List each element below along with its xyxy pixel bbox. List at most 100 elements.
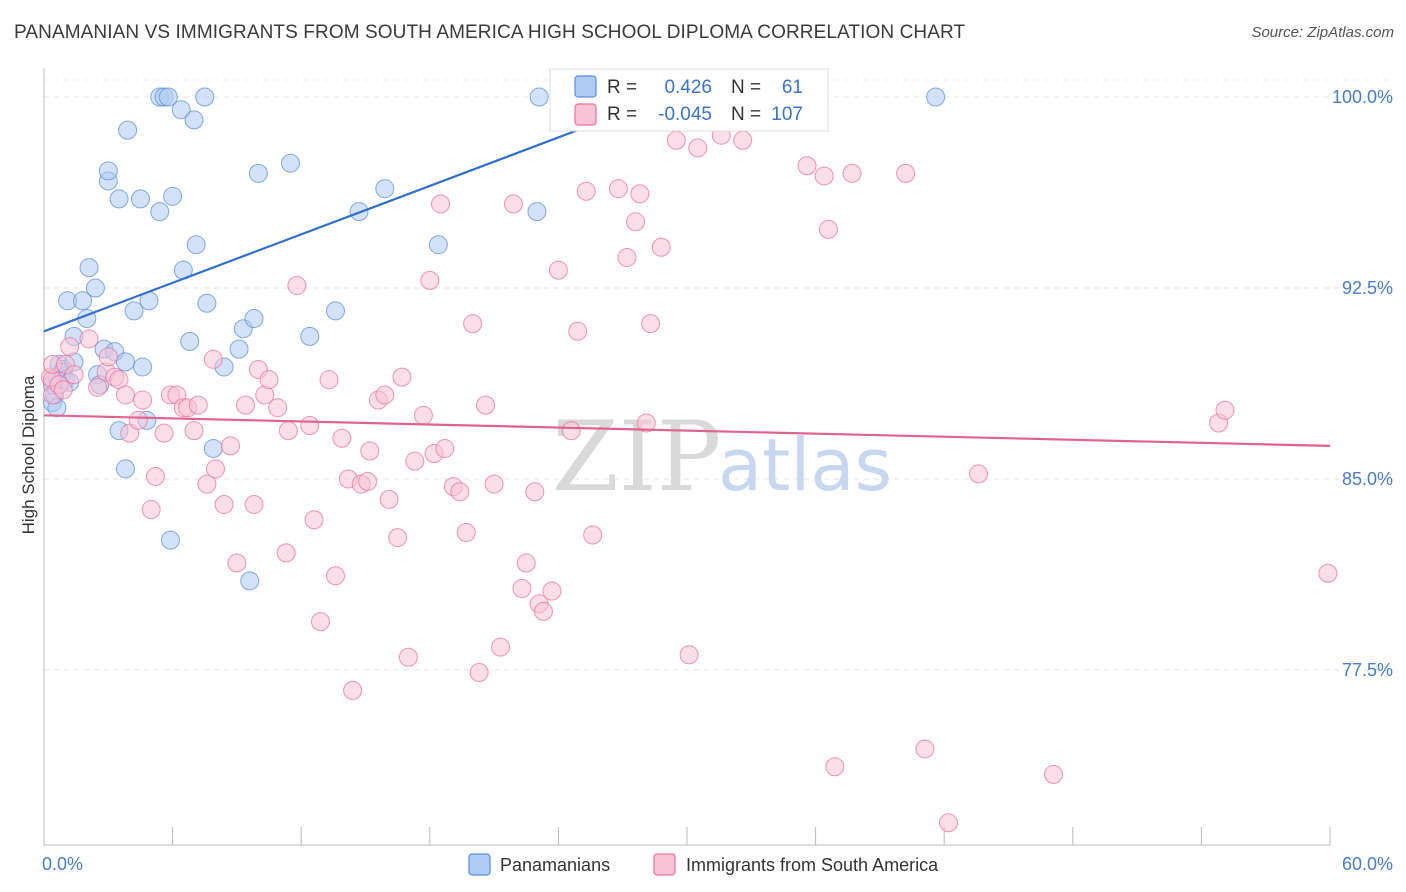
immigrant-point-79 [533,601,553,621]
immigrant-point-8 [64,365,84,385]
panamanian-point-55 [325,301,345,321]
trend-lines [43,95,1331,447]
immigrant-point-64 [431,194,451,214]
panamanian-point-61 [926,87,946,107]
chart-title: PANAMANIAN VS IMMIGRANTS FROM SOUTH AMER… [14,22,966,43]
immigrant-point-35 [244,494,264,514]
panamanian-point-45 [197,293,217,313]
immigrant-point-88 [626,212,646,232]
panamanian-point-27 [118,120,138,140]
immigrant-point-33 [227,553,247,573]
immigrant-point-31 [214,494,234,514]
immigrant-point-17 [128,410,148,430]
bottom-legend-swatch-immigrants [653,853,676,876]
bottom-legend-swatch-panamanians [468,853,491,876]
immigrant-point-113 [1215,400,1235,420]
immigrant-point-91 [641,314,661,334]
immigrant-point-15 [115,385,135,405]
panamanian-point-43 [186,235,206,255]
panamanian-point-15 [79,258,99,278]
trend-line-immigrants [43,414,1331,447]
panamanian-point-57 [375,179,395,199]
immigrant-point-53 [360,441,380,461]
y-axis-title: High School Diploma [19,375,38,534]
immigrant-point-109 [938,813,958,833]
legend-n-value-1: 61 [782,77,803,98]
immigrant-point-21 [154,423,174,443]
panamanian-point-16 [85,278,105,298]
immigrant-point-93 [666,130,686,150]
bottom-legend-label-immigrants: Immigrants from South America [686,855,939,875]
immigrant-point-106 [842,163,862,183]
immigrant-point-20 [145,466,165,486]
y-tick-label-3: 100.0% [1332,87,1393,107]
immigrant-point-86 [608,179,628,199]
panamanian-point-38 [163,186,183,206]
panamanian-point-39 [171,100,191,120]
immigrant-point-87 [617,247,637,267]
immigrant-point-41 [278,421,298,441]
y-tick-label-0: 77.5% [1342,660,1393,680]
immigrant-point-18 [133,390,153,410]
immigrant-point-95 [688,138,708,158]
panamanian-point-60 [529,87,549,107]
panamanian-point-50 [240,571,260,591]
y-tick-label-1: 85.0% [1342,469,1393,489]
immigrant-point-65 [435,438,455,458]
immigrant-point-114 [1318,563,1338,583]
immigrant-point-60 [405,451,425,471]
panamanian-point-58 [428,235,448,255]
immigrant-point-72 [484,474,504,494]
immigrant-point-104 [818,219,838,239]
immigrant-point-59 [398,647,418,667]
correlation-legend: R = 0.426 N = 61 R = -0.045 N = 107 [549,68,829,132]
immigrant-point-81 [548,260,568,280]
panamanian-point-33 [150,202,170,222]
immigrant-point-19 [141,500,161,520]
immigrant-point-99 [733,130,753,150]
immigrant-point-27 [188,395,208,415]
immigrant-point-32 [220,436,240,456]
panamanian-point-52 [248,163,268,183]
immigrant-point-68 [456,522,476,542]
immigrant-point-9 [79,329,99,349]
panamanian-point-41 [180,331,200,351]
immigrant-point-7 [60,337,80,357]
panamanian-point-28 [124,301,144,321]
immigrant-point-52 [358,472,378,492]
panamanian-point-37 [160,530,180,550]
immigrant-point-57 [388,528,408,548]
bottom-legend-label-panamanians: Panamanians [500,855,610,875]
watermark-atlas: atlas [718,423,892,507]
immigrant-point-73 [491,637,511,657]
panamanian-point-44 [195,87,215,107]
panamanian-point-23 [109,189,129,209]
immigrant-point-55 [375,385,395,405]
panamanian-point-25 [115,352,135,372]
immigrant-point-42 [287,275,307,295]
immigrant-point-75 [512,579,532,599]
panamanian-point-54 [300,326,320,346]
immigrant-point-62 [420,270,440,290]
immigrant-point-110 [968,464,988,484]
legend-r-value-2: -0.045 [658,104,712,125]
immigrant-point-46 [319,370,339,390]
panamanian-point-48 [229,339,249,359]
immigrant-point-76 [516,553,536,573]
immigrant-point-77 [525,482,545,502]
immigrant-point-102 [797,156,817,176]
chart-source: Source: ZipAtlas.com [1251,24,1394,41]
watermark: ZIP atlas [552,401,892,513]
y-tick-label-2: 92.5% [1342,278,1393,298]
immigrant-point-92 [651,237,671,257]
panamanian-point-26 [115,459,135,479]
immigrant-point-61 [413,405,433,425]
legend-n-label-2: N = [731,104,761,125]
immigrant-point-94 [679,645,699,665]
immigrant-point-84 [576,181,596,201]
immigrant-point-89 [630,184,650,204]
legend-swatch-panamanians [574,75,597,98]
immigrant-point-85 [583,525,603,545]
legend-r-value-1: 0.426 [664,77,712,98]
